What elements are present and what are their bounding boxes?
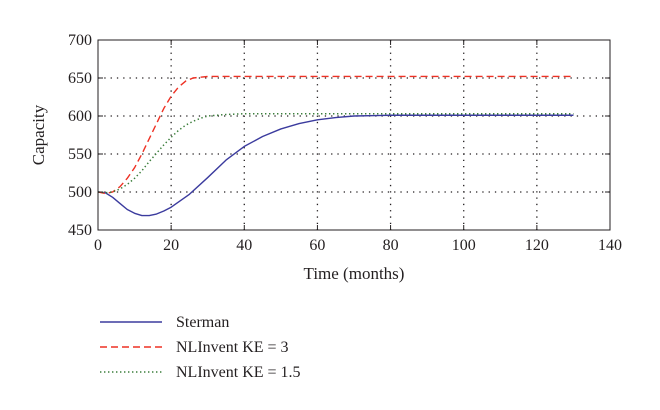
y-tick-label: 700 (68, 32, 92, 49)
series-lines (97, 75, 574, 217)
x-tick-label: 80 (383, 237, 399, 254)
legend-label: NLInvent KE = 3 (176, 339, 289, 356)
series-line-nlinvent-ke-3 (97, 75, 574, 195)
series-line-nlinvent-ke-1-5 (97, 112, 574, 194)
legend: Sterman NLInvent KE = 3 NLInvent KE = 1.5 (100, 314, 301, 381)
legend-label: NLInvent KE = 1.5 (176, 364, 301, 381)
y-tick-label: 550 (68, 146, 92, 163)
series-line-sterman (97, 114, 574, 217)
plot-frame (97, 39, 611, 231)
axis-ticks: 0 20 40 60 80 100 120 140 450 500 550 600 650 700 (68, 32, 622, 254)
y-tick-label: 450 (68, 222, 92, 239)
x-tick-label: 60 (309, 237, 325, 254)
y-axis-label: Capacity (29, 104, 48, 165)
x-tick-label: 140 (598, 237, 622, 254)
x-tick-label: 40 (236, 237, 252, 254)
y-tick-label: 500 (68, 184, 92, 201)
x-tick-label: 120 (525, 237, 549, 254)
y-tick-label: 600 (68, 108, 92, 125)
y-tick-label: 650 (68, 70, 92, 87)
legend-label: Sterman (176, 314, 229, 331)
grid-lines (98, 40, 610, 230)
x-tick-label: 20 (163, 237, 179, 254)
x-axis-label: Time (months) (304, 264, 405, 283)
x-tick-label: 0 (94, 237, 102, 254)
x-tick-label: 100 (452, 237, 476, 254)
